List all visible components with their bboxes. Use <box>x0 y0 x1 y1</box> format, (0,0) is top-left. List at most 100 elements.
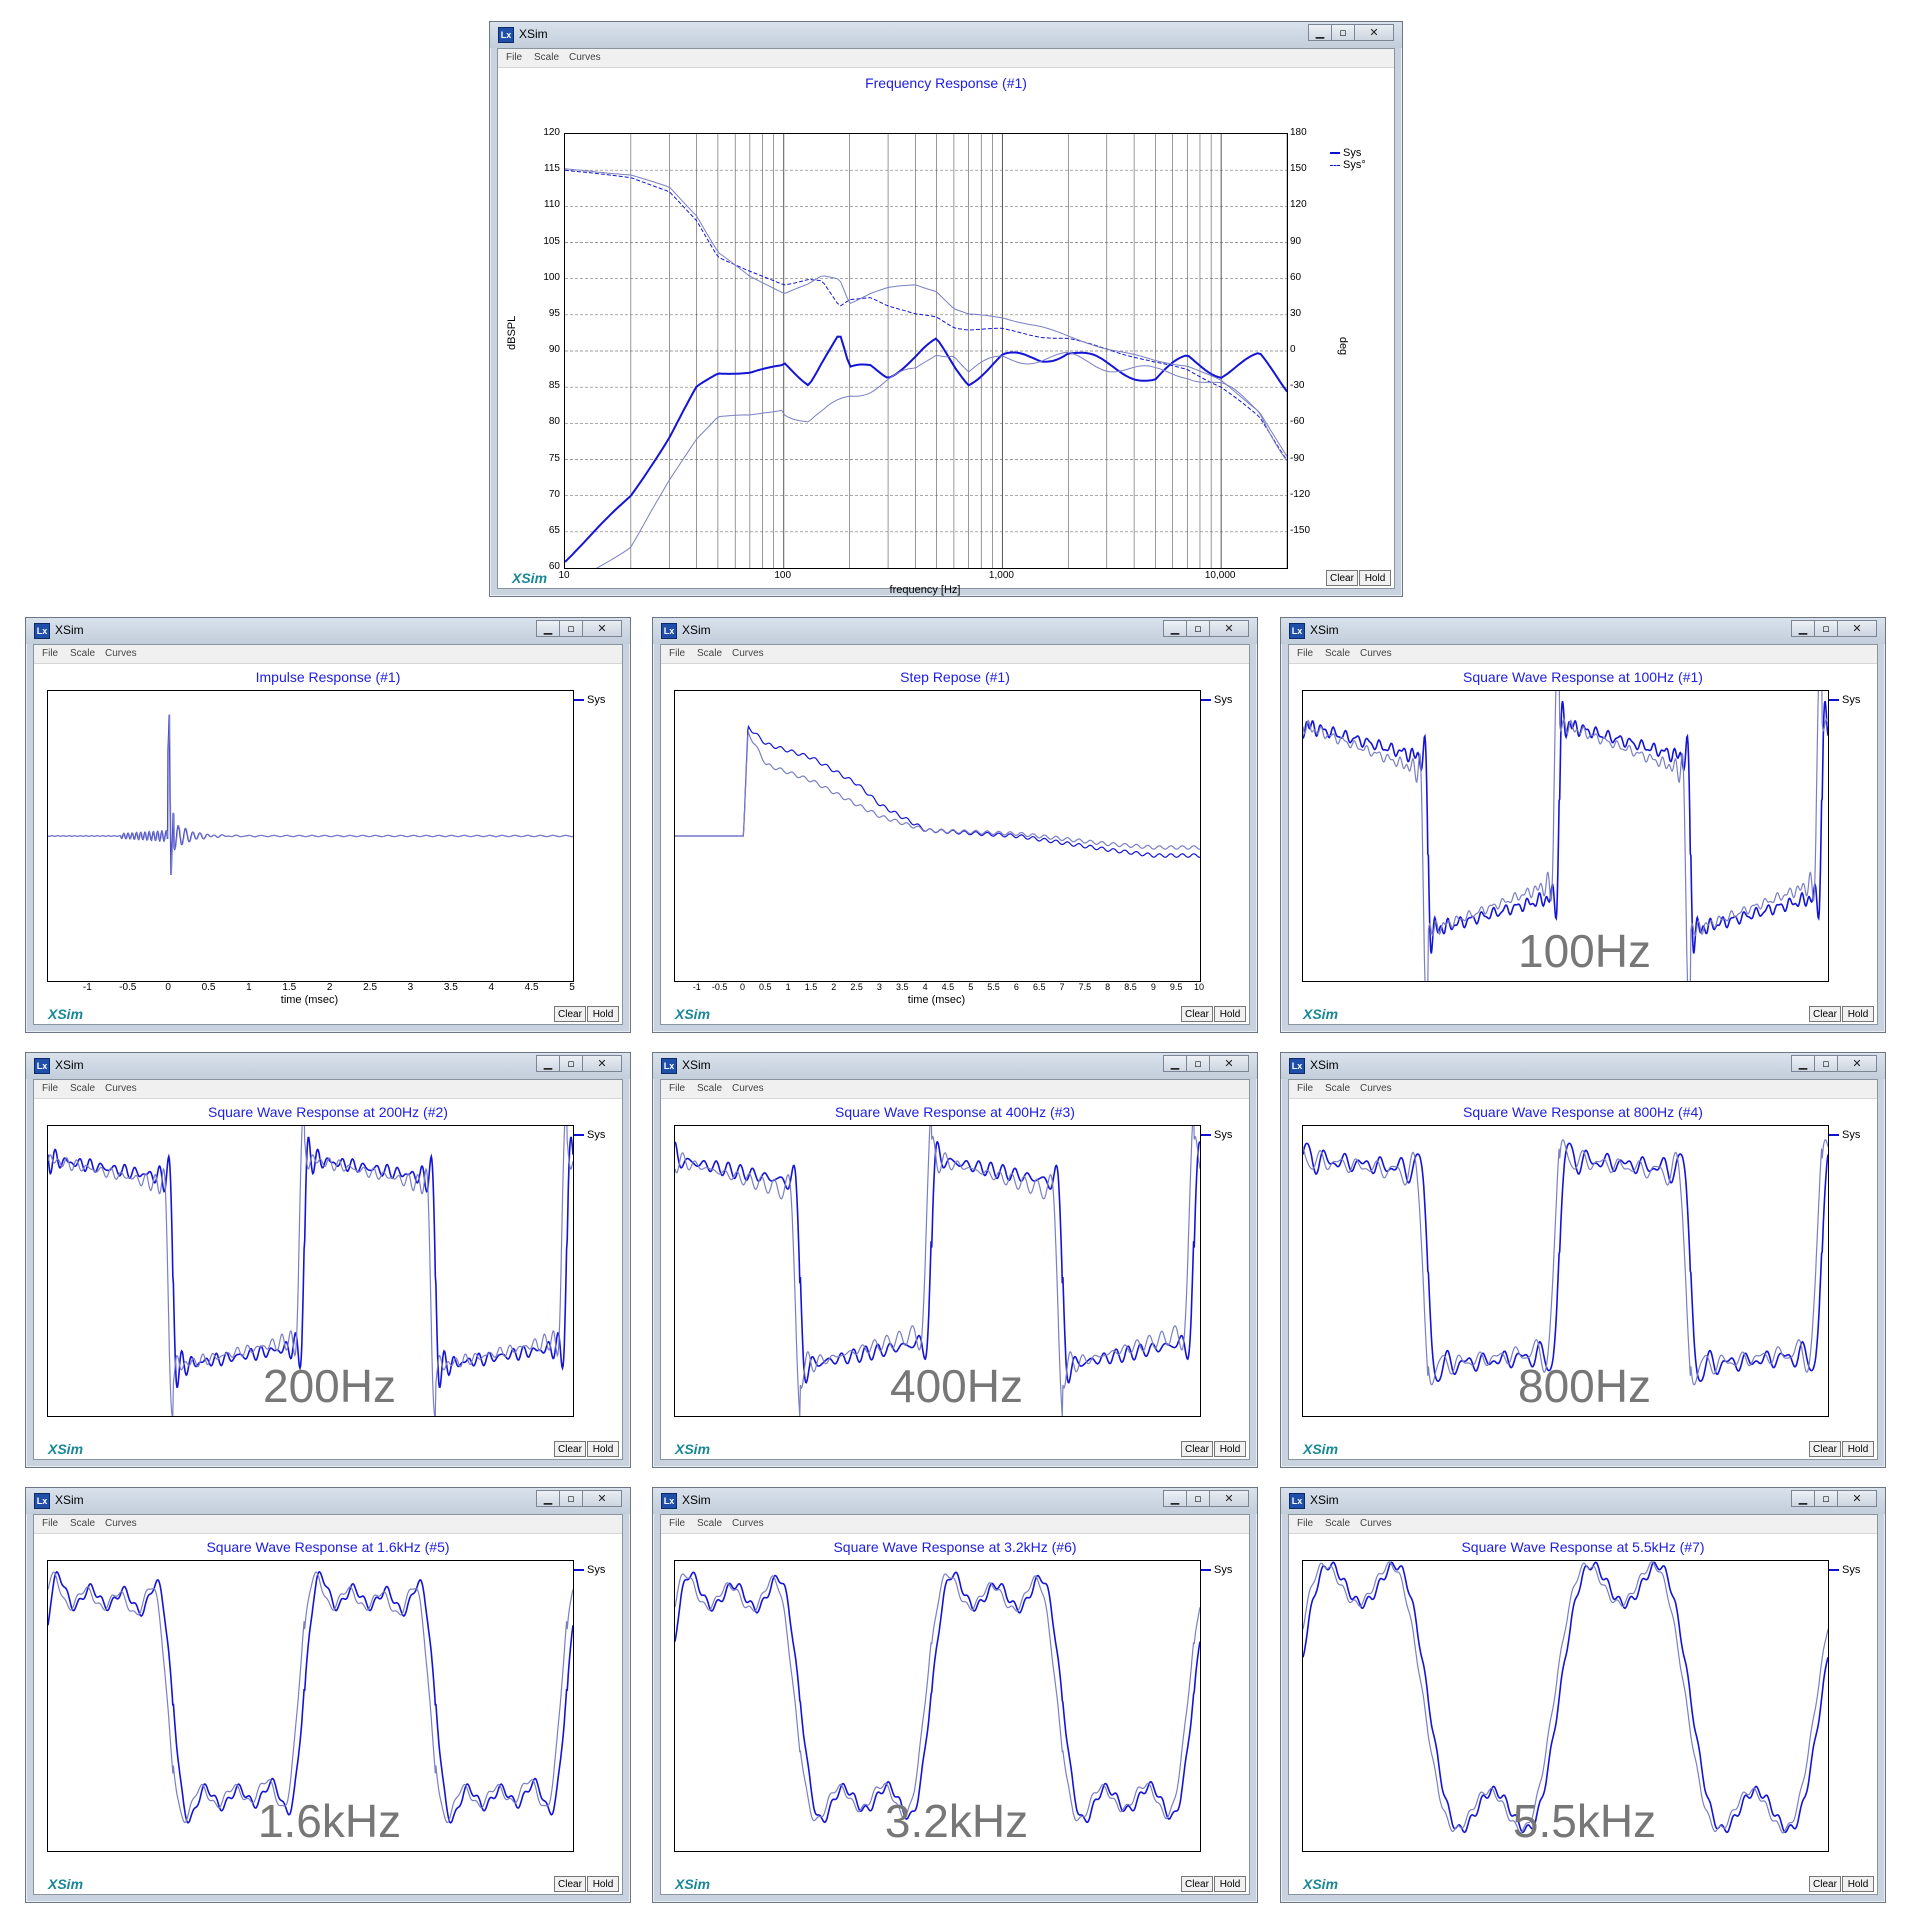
clear-button[interactable]: Clear <box>1181 1006 1213 1022</box>
close-button[interactable]: ✕ <box>1354 24 1394 41</box>
clear-button[interactable]: Clear <box>1181 1876 1213 1892</box>
client-area: File Scale Curves Step Repose (#1) Sys XSim Cl… <box>660 644 1250 1025</box>
x-tick-label: 3 <box>407 982 414 993</box>
menu-file[interactable]: File <box>669 1518 686 1529</box>
hold-button[interactable]: Hold <box>1214 1441 1246 1457</box>
maximize-button[interactable]: ▫ <box>1814 620 1838 637</box>
menu-file[interactable]: File <box>1297 1518 1314 1529</box>
clear-button[interactable]: Clear <box>554 1006 586 1022</box>
clear-button[interactable]: Clear <box>1809 1441 1841 1457</box>
title-bar: Lx XSim ▁ ▫ ✕ <box>653 618 1257 644</box>
maximize-button[interactable]: ▫ <box>559 1055 583 1072</box>
menu-scale[interactable]: Scale <box>70 648 96 659</box>
close-button[interactable]: ✕ <box>1837 1055 1877 1072</box>
maximize-button[interactable]: ▫ <box>1331 24 1355 41</box>
hold-button[interactable]: Hold <box>1842 1876 1874 1892</box>
legend-label: Sys <box>1214 1564 1233 1576</box>
hold-button[interactable]: Hold <box>1214 1876 1246 1892</box>
clear-button[interactable]: Clear <box>1809 1006 1841 1022</box>
minimize-button[interactable]: ▁ <box>1163 1055 1187 1072</box>
x-tick-label: -0.5 <box>119 982 137 993</box>
menu-scale[interactable]: Scale <box>1325 1518 1351 1529</box>
menu-curves[interactable]: Curves <box>732 648 764 659</box>
hold-button[interactable]: Hold <box>587 1006 619 1022</box>
hold-button[interactable]: Hold <box>1842 1006 1874 1022</box>
client-area: File Scale Curves Square Wave Response at 1… <box>33 1514 623 1895</box>
hold-button[interactable]: Hold <box>1214 1006 1246 1022</box>
menu-scale[interactable]: Scale <box>1325 1083 1351 1094</box>
legend-label: Sys <box>1214 1129 1233 1141</box>
close-button[interactable]: ✕ <box>1837 1490 1877 1507</box>
minimize-button[interactable]: ▁ <box>1308 24 1332 41</box>
menu-scale[interactable]: Scale <box>697 648 723 659</box>
clear-button[interactable]: Clear <box>554 1441 586 1457</box>
menu-file[interactable]: File <box>1297 648 1314 659</box>
menu-scale[interactable]: Scale <box>534 52 560 63</box>
plot-svg <box>48 1126 573 1416</box>
maximize-button[interactable]: ▫ <box>1814 1490 1838 1507</box>
menu-file[interactable]: File <box>506 52 523 63</box>
legend-swatch <box>1201 1569 1211 1572</box>
menu-file[interactable]: File <box>1297 1083 1314 1094</box>
close-button[interactable]: ✕ <box>1209 1055 1249 1072</box>
maximize-button[interactable]: ▫ <box>559 1490 583 1507</box>
square-line-2 <box>48 1126 573 1416</box>
close-button[interactable]: ✕ <box>1837 620 1877 637</box>
menu-curves[interactable]: Curves <box>732 1083 764 1094</box>
menu-scale[interactable]: Scale <box>70 1518 96 1529</box>
client-area: File Scale Curves Impulse Response (#1) Sys X… <box>33 644 623 1025</box>
menu-curves[interactable]: Curves <box>105 1518 137 1529</box>
menu-curves[interactable]: Curves <box>105 1083 137 1094</box>
menu-curves[interactable]: Curves <box>569 52 601 63</box>
square-line-1 <box>1303 1142 1828 1382</box>
hold-button[interactable]: Hold <box>587 1441 619 1457</box>
title-bar: Lx XSim ▁ ▫ ✕ <box>653 1053 1257 1079</box>
hold-button[interactable]: Hold <box>1359 570 1391 586</box>
close-button[interactable]: ✕ <box>582 620 622 637</box>
close-button[interactable]: ✕ <box>1209 1490 1249 1507</box>
menu-file[interactable]: File <box>42 648 59 659</box>
window-title: XSim <box>55 623 84 637</box>
legend: Sys <box>574 1129 605 1141</box>
maximize-button[interactable]: ▫ <box>1186 620 1210 637</box>
menu-scale[interactable]: Scale <box>1325 648 1351 659</box>
minimize-button[interactable]: ▁ <box>1791 1490 1815 1507</box>
menu-scale[interactable]: Scale <box>697 1518 723 1529</box>
y2-tick-label: 90 <box>1290 235 1302 247</box>
menu-curves[interactable]: Curves <box>732 1518 764 1529</box>
close-button[interactable]: ✕ <box>1209 620 1249 637</box>
minimize-button[interactable]: ▁ <box>536 620 560 637</box>
menu-curves[interactable]: Curves <box>1360 1083 1392 1094</box>
maximize-button[interactable]: ▫ <box>1186 1055 1210 1072</box>
clear-button[interactable]: Clear <box>1181 1441 1213 1457</box>
menu-file[interactable]: File <box>42 1518 59 1529</box>
menu-file[interactable]: File <box>669 648 686 659</box>
hold-button[interactable]: Hold <box>587 1876 619 1892</box>
minimize-button[interactable]: ▁ <box>536 1055 560 1072</box>
menu-scale[interactable]: Scale <box>697 1083 723 1094</box>
clear-button[interactable]: Clear <box>1326 570 1358 586</box>
menu-curves[interactable]: Curves <box>1360 1518 1392 1529</box>
clear-button[interactable]: Clear <box>554 1876 586 1892</box>
minimize-button[interactable]: ▁ <box>1163 1490 1187 1507</box>
menu-file[interactable]: File <box>669 1083 686 1094</box>
x-tick-label: 4.5 <box>941 982 955 992</box>
clear-button[interactable]: Clear <box>1809 1876 1841 1892</box>
minimize-button[interactable]: ▁ <box>1163 620 1187 637</box>
close-button[interactable]: ✕ <box>582 1055 622 1072</box>
hold-button[interactable]: Hold <box>1842 1441 1874 1457</box>
menu-curves[interactable]: Curves <box>105 648 137 659</box>
menu-file[interactable]: File <box>42 1083 59 1094</box>
maximize-button[interactable]: ▫ <box>1814 1055 1838 1072</box>
minimize-button[interactable]: ▁ <box>1791 620 1815 637</box>
maximize-button[interactable]: ▫ <box>1186 1490 1210 1507</box>
minimize-button[interactable]: ▁ <box>536 1490 560 1507</box>
menu-scale[interactable]: Scale <box>70 1083 96 1094</box>
menu-curves[interactable]: Curves <box>1360 648 1392 659</box>
client-area: File Scale Curves Square Wave Response at 2… <box>33 1079 623 1460</box>
y2-tick-label: 180 <box>1290 127 1307 138</box>
close-button[interactable]: ✕ <box>582 1490 622 1507</box>
series-line-1 <box>565 335 1287 563</box>
maximize-button[interactable]: ▫ <box>559 620 583 637</box>
minimize-button[interactable]: ▁ <box>1791 1055 1815 1072</box>
